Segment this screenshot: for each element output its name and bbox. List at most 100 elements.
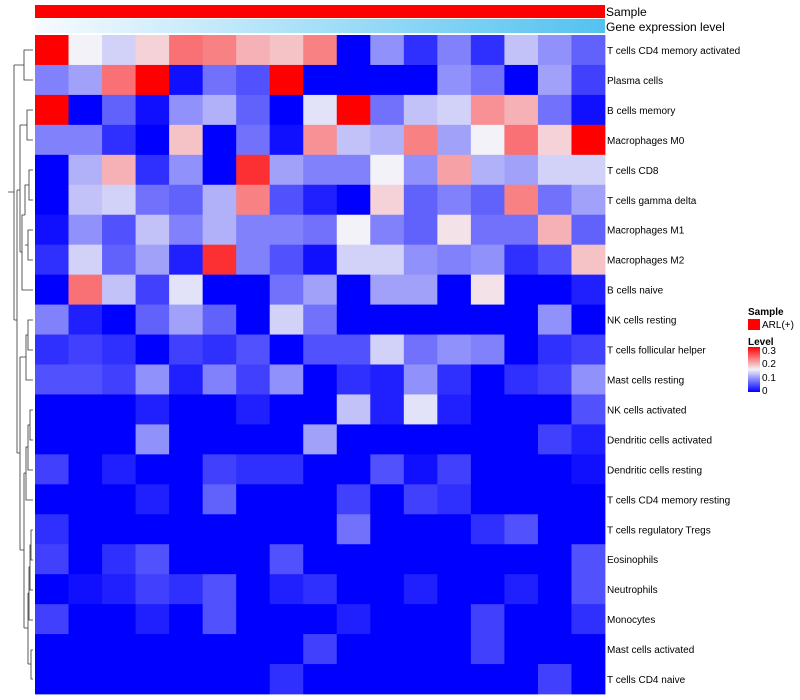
level-legend-tick: 0.2 — [762, 359, 776, 370]
heatmap-cell — [571, 214, 606, 246]
heatmap-cell — [336, 394, 371, 425]
heatmap-cell — [403, 544, 438, 575]
heatmap-cell — [571, 184, 606, 216]
heatmap-cell — [135, 244, 170, 276]
heatmap-cell — [303, 604, 338, 635]
row-label: B cells naive — [607, 286, 664, 297]
heatmap-cell — [35, 334, 69, 365]
heatmap-cell — [336, 574, 371, 605]
heatmap-cell — [370, 184, 405, 216]
heatmap-cell — [135, 35, 170, 66]
heatmap-cell — [269, 274, 304, 305]
heatmap-cell — [504, 334, 539, 365]
heatmap-cell — [537, 394, 572, 425]
heatmap-cell — [269, 544, 304, 575]
dendrogram-branch — [17, 125, 21, 252]
heatmap-cell — [437, 304, 472, 335]
heatmap-cell — [303, 664, 338, 695]
heatmap-cell — [336, 334, 371, 365]
row-label: T cells CD4 naive — [607, 675, 686, 686]
heatmap-cell — [403, 634, 438, 665]
expression-track — [35, 19, 605, 33]
heatmap-cell — [102, 124, 136, 156]
heatmap-cell — [336, 244, 371, 276]
heatmap-cell — [35, 364, 69, 395]
heatmap-cell — [537, 334, 572, 365]
heatmap-cell — [370, 484, 405, 515]
heatmap-cell — [303, 184, 338, 216]
heatmap-cell — [437, 274, 472, 305]
heatmap-cell — [571, 664, 606, 695]
heatmap-cell — [303, 274, 338, 305]
heatmap-cell — [504, 64, 539, 96]
row-label: T cells regulatory Tregs — [607, 525, 711, 536]
heatmap-cell — [135, 454, 170, 485]
row-dendrogram — [8, 49, 33, 680]
heatmap-cell — [437, 124, 472, 156]
heatmap-cell — [35, 214, 69, 246]
sample-legend-swatch — [748, 319, 760, 330]
row-label: T cells CD4 memory activated — [607, 46, 740, 57]
heatmap-cell — [169, 244, 204, 276]
heatmap-cell — [102, 394, 136, 425]
heatmap-cell — [303, 634, 338, 665]
heatmap-cell — [68, 634, 103, 665]
heatmap-cell — [303, 544, 338, 575]
dendrogram-branch — [8, 65, 15, 320]
heatmap-cell — [504, 664, 539, 695]
heatmap-cell — [102, 634, 136, 665]
heatmap-cell — [336, 94, 371, 126]
heatmap-cell — [470, 334, 505, 365]
heatmap-cell — [236, 184, 271, 216]
heatmap-cell — [35, 424, 69, 455]
heatmap-cell — [437, 424, 472, 455]
heatmap-cell — [437, 664, 472, 695]
heatmap-cell — [336, 184, 371, 216]
heatmap-cell — [370, 424, 405, 455]
heatmap-cell — [336, 514, 371, 545]
heatmap-cell — [336, 604, 371, 635]
heatmap-cell — [403, 304, 438, 335]
heatmap-cell — [35, 64, 69, 96]
heatmap-cell — [135, 94, 170, 126]
dendrogram-branch — [20, 169, 33, 291]
heatmap-cell — [202, 334, 237, 365]
heatmap-cell — [169, 274, 204, 305]
row-label: Macrophages M2 — [607, 256, 685, 267]
heatmap-cell — [470, 574, 505, 605]
heatmap-cell — [336, 484, 371, 515]
heatmap-cell — [202, 304, 237, 335]
heatmap-cell — [68, 94, 103, 126]
heatmap-cell — [102, 574, 136, 605]
heatmap-cell — [336, 634, 371, 665]
heatmap-cell — [336, 124, 371, 156]
heatmap-cell — [470, 184, 505, 216]
level-legend: Level 0.3 0.2 0.1 0 — [748, 337, 776, 397]
heatmap-cell — [35, 124, 69, 156]
heatmap-cell — [504, 394, 539, 425]
heatmap-cell — [169, 604, 204, 635]
heatmap-cell — [336, 64, 371, 96]
heatmap-cell — [169, 94, 204, 126]
heatmap-cell — [303, 364, 338, 395]
heatmap-cell — [202, 454, 237, 485]
heatmap-cell — [135, 574, 170, 605]
heatmap-cell — [236, 94, 271, 126]
row-labels: T cells CD4 memory activated Plasma cells… — [607, 46, 740, 686]
heatmap-cell — [236, 274, 271, 305]
heatmap-cell — [102, 274, 136, 305]
heatmap-cell — [269, 424, 304, 455]
heatmap-cell — [102, 424, 136, 455]
heatmap-cell — [504, 124, 539, 156]
heatmap-cell — [68, 514, 103, 545]
heatmap-cell — [470, 454, 505, 485]
heatmap-cell — [102, 214, 136, 246]
heatmap-cell — [236, 394, 271, 425]
row-label: Eosinophils — [607, 555, 658, 566]
heatmap-cell — [504, 35, 539, 66]
heatmap-cell — [35, 304, 69, 335]
heatmap-cell — [68, 574, 103, 605]
heatmap-cell — [102, 334, 136, 365]
heatmap-cell — [504, 424, 539, 455]
